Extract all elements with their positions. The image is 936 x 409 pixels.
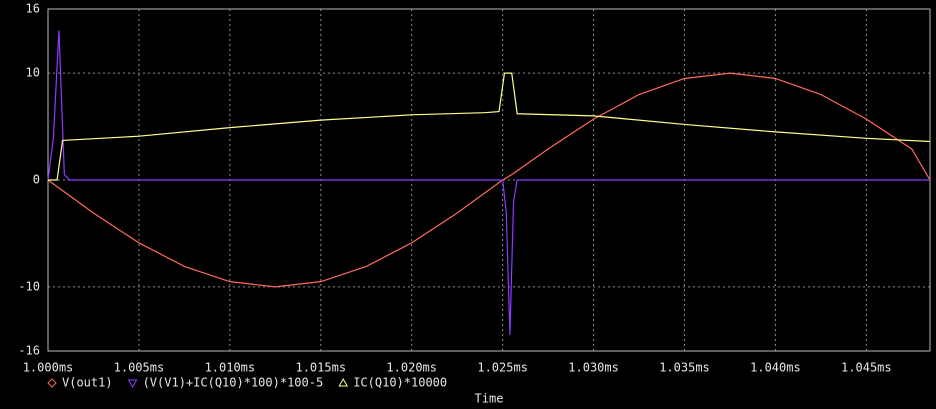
x-axis-label: Time [475, 392, 504, 406]
data-line [47, 30, 930, 335]
legend-label: V(out1) [62, 376, 113, 390]
data-line [47, 72, 931, 288]
y-tick-label: -16 [18, 344, 40, 358]
x-tick-label: 1.015ms [295, 361, 346, 375]
y-tick-label: 16 [26, 2, 40, 16]
x-tick-label: 1.045ms [841, 361, 892, 375]
x-tick-label: 1.040ms [750, 361, 801, 375]
legend-label: (V(V1)+IC(Q10)*100)*100-5 [143, 376, 324, 390]
x-tick-label: 1.035ms [659, 361, 710, 375]
legend-symbol [338, 377, 349, 387]
x-tick-label: 1.030ms [568, 361, 619, 375]
x-tick-label: 1.000ms [23, 361, 74, 375]
y-tick-label: -10 [18, 279, 40, 293]
x-tick-label: 1.005ms [114, 361, 165, 375]
y-tick-label: 10 [26, 66, 40, 80]
legend-symbol [127, 379, 138, 389]
legend-label: IC(Q10)*10000 [353, 376, 447, 390]
x-tick-label: 1.020ms [386, 361, 437, 375]
y-tick-label: 0 [33, 173, 40, 187]
data-line [48, 72, 931, 181]
x-tick-label: 1.025ms [477, 361, 528, 375]
legend-symbol [47, 378, 57, 388]
x-tick-label: 1.010ms [205, 361, 256, 375]
